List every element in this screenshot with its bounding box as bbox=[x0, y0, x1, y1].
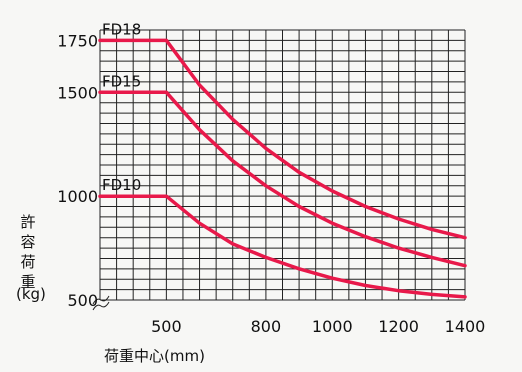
y-axis-label-char: 許 bbox=[20, 213, 36, 231]
x-tick-label: 1000 bbox=[312, 317, 353, 336]
x-tick-label: 1200 bbox=[378, 317, 419, 336]
y-axis-label-char: 荷 bbox=[20, 253, 36, 271]
y-axis-unit: (kg) bbox=[16, 285, 46, 303]
y-axis-label: 許 容 荷 重 bbox=[14, 212, 42, 292]
x-axis-label: 荷重中心(mm) bbox=[104, 347, 205, 365]
axis-break-mark bbox=[92, 295, 110, 305]
y-axis-label-char: 容 bbox=[20, 233, 36, 251]
x-tick-label: 1400 bbox=[445, 317, 486, 336]
y-tick-label: 1000 bbox=[57, 187, 98, 206]
series-label-fd10: FD10 bbox=[102, 176, 141, 194]
series-line-fd15 bbox=[98, 90, 467, 268]
y-tick-label: 1750 bbox=[57, 31, 98, 50]
y-tick-label: 1500 bbox=[57, 83, 98, 102]
x-tick-label: 800 bbox=[251, 317, 282, 336]
y-axis-label-char: 重 bbox=[20, 273, 36, 291]
y-tick-label: 500 bbox=[67, 291, 98, 310]
series-line-fd10 bbox=[98, 194, 467, 299]
axis-break-mark bbox=[92, 301, 110, 311]
series-label-fd18: FD18 bbox=[102, 20, 141, 38]
x-tick-label: 500 bbox=[151, 317, 182, 336]
series-label-fd15: FD15 bbox=[102, 72, 141, 90]
series-line-fd18 bbox=[98, 38, 467, 240]
